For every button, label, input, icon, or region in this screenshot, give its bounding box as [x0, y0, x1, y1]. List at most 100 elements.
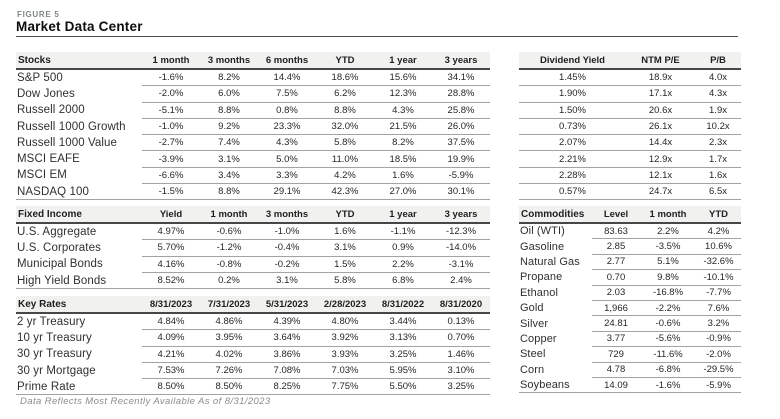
stocks-header-cell: 1 year [374, 52, 432, 70]
commodities-row-label: Soybeans [519, 377, 592, 394]
stocks-value-cell: 3.1% [200, 150, 258, 168]
stocks-header-cell: 3 months [200, 52, 258, 70]
fixed_income-value-cell: 8.52% [142, 272, 200, 290]
stocks-value-cell: 12.3% [374, 85, 432, 103]
stocks-header-cell: 6 months [258, 52, 316, 70]
stocks-header-cell: 3 years [432, 52, 490, 70]
stocks-row-label: Russell 1000 Growth [17, 120, 126, 133]
commodities-value-cell: -5.6% [640, 331, 696, 348]
commodities-value-cell: 1,966 [592, 300, 640, 317]
key_rates-value-cell: 3.44% [374, 313, 432, 331]
stocks-row: Russell 1000 Value -2.7% 7.4% 4.3% 5.8% 8.2% 3… [16, 134, 490, 152]
stocks-row-label: NASDAQ 100 [16, 183, 142, 201]
stocks-value-cell: 32.0% [316, 118, 374, 136]
key_rates-value-cell: 8.50% [142, 378, 200, 396]
stocks-value-cell: 4.3% [258, 134, 316, 152]
fixed_income-value-cell: 1.6% [316, 223, 374, 241]
commodities-row: Soybeans 14.09 -1.6% -5.9% [519, 377, 741, 394]
fixed_income-value-cell: 0.2% [200, 272, 258, 290]
key_rates-value-cell: 8.25% [258, 378, 316, 396]
fixed_income-row: U.S. Aggregate 4.97% -0.6% -1.0% 1.6% -1.1% -1… [16, 223, 490, 241]
valuation-header-cell: NTM P/E [626, 52, 695, 70]
commodities-row-label: Ethanol [520, 286, 559, 299]
valuation-value-cell: 2.07% [519, 134, 626, 152]
stocks-header-row: Stocks 1 month 3 months 6 months YTD 1 year 3 … [16, 52, 490, 70]
stocks-value-cell: -6.6% [142, 167, 200, 185]
stocks-value-cell: -2.7% [142, 134, 200, 152]
valuation-value-cell: 4.3x [695, 85, 741, 103]
valuation-row: 1.50% 20.6x 1.9x [519, 102, 741, 119]
stocks-value-cell: -1.5% [142, 183, 200, 201]
valuation-value-cell: 12.1x [626, 167, 695, 185]
fixed_income-header-cell: Fixed Income [16, 206, 142, 224]
key_rates-value-cell: 4.02% [200, 346, 258, 363]
commodities-value-cell: 9.8% [640, 269, 696, 286]
key_rates-value-cell: 5.95% [374, 362, 432, 380]
stocks-value-cell: -1.6% [142, 69, 200, 87]
stocks-value-cell: 26.0% [432, 118, 490, 136]
valuation-value-cell: 2.3x [695, 134, 741, 152]
fixed_income-value-cell: -14.0% [432, 239, 490, 257]
stocks-value-cell: -2.0% [142, 85, 200, 103]
commodities-row: Silver 24.81 -0.6% 3.2% [519, 315, 741, 332]
fixed_income-row-label: High Yield Bonds [16, 272, 142, 290]
commodities-row-label: Oil (WTI) [520, 225, 565, 238]
fixed_income-row-label: U.S. Corporates [17, 241, 101, 254]
key_rates-header-cell: 8/31/2023 [142, 296, 200, 314]
commodities-value-cell: -3.5% [640, 238, 696, 255]
commodities-value-cell: 2.2% [640, 223, 696, 240]
valuation-value-cell: 20.6x [626, 102, 695, 119]
fixed_income-value-cell: -1.2% [200, 239, 258, 257]
commodities-row: Gasoline 2.85 -3.5% 10.6% [519, 238, 741, 255]
valuation-value-cell: 1.6x [695, 167, 741, 185]
commodities-table: Commodities Level 1 month YTD Oil (WTI) 83.63… [519, 206, 741, 394]
key_rates-value-cell: 5.50% [374, 378, 432, 396]
key_rates-header-cell: 7/31/2023 [200, 296, 258, 314]
key_rates-value-cell: 3.95% [200, 329, 258, 347]
stocks-value-cell: 0.8% [258, 102, 316, 119]
fixed_income-header-cell: 3 months [258, 206, 316, 224]
fixed-income-table: Fixed Income Yield 1 month 3 months YTD 1 yea… [16, 206, 490, 290]
stocks-value-cell: 28.8% [432, 85, 490, 103]
key_rates-value-cell: 0.13% [432, 313, 490, 331]
fixed_income-value-cell: 0.9% [374, 239, 432, 257]
key_rates-value-cell: 7.75% [316, 378, 374, 396]
key_rates-row: 30 yr Mortgage 7.53% 7.26% 7.08% 7.03% 5.95% 3… [16, 362, 490, 380]
fixed_income-value-cell: -3.1% [432, 256, 490, 273]
commodities-row: Ethanol 2.03 -16.8% -7.7% [519, 285, 741, 301]
valuation-header-row: Dividend Yield NTM P/E P/B [519, 52, 741, 70]
fixed_income-value-cell: 4.16% [142, 256, 200, 273]
key_rates-row-label: 30 yr Mortgage [17, 364, 96, 377]
key_rates-value-cell: 4.84% [142, 313, 200, 331]
commodities-value-cell: 10.6% [696, 238, 741, 255]
commodities-row-label: Steel [520, 348, 546, 361]
stocks-value-cell: 6.2% [316, 85, 374, 103]
fixed_income-value-cell: 6.8% [374, 272, 432, 290]
fixed_income-value-cell: -0.2% [258, 256, 316, 273]
key_rates-value-cell: 4.09% [142, 329, 200, 347]
stocks-value-cell: -1.0% [142, 118, 200, 136]
stocks-row: Dow Jones -2.0% 6.0% 7.5% 6.2% 12.3% 28.8% [16, 85, 490, 103]
commodities-value-cell: -11.6% [640, 346, 696, 363]
commodities-row: Propane 0.70 9.8% -10.1% [519, 269, 741, 286]
stocks-value-cell: 18.6% [316, 69, 374, 87]
fixed_income-value-cell: 3.1% [258, 272, 316, 290]
commodities-value-cell: -5.9% [696, 377, 741, 394]
valuation-row: 1.90% 17.1x 4.3x [519, 85, 741, 103]
key_rates-header-cell: 5/31/2023 [258, 296, 316, 314]
key_rates-row-label: 10 yr Treasury [17, 331, 92, 344]
stocks-value-cell: 7.5% [258, 85, 316, 103]
key_rates-value-cell: 3.86% [258, 346, 316, 363]
valuation-value-cell: 1.90% [519, 85, 626, 103]
commodities-value-cell: 7.6% [696, 300, 741, 317]
stocks-value-cell: 8.2% [200, 69, 258, 87]
key_rates-header-cell: 2/28/2023 [316, 296, 374, 314]
commodities-row: Copper 3.77 -5.6% -0.9% [519, 331, 741, 348]
key_rates-value-cell: 1.46% [432, 346, 490, 363]
fixed_income-header-cell: 1 month [200, 206, 258, 224]
valuation-row: 0.57% 24.7x 6.5x [519, 183, 741, 201]
fixed_income-row: Municipal Bonds 4.16% -0.8% -0.2% 1.5% 2.2% -3… [16, 256, 490, 273]
key_rates-header-cell: 8/31/2020 [432, 296, 490, 314]
key_rates-value-cell: 3.13% [374, 329, 432, 347]
key_rates-row: 10 yr Treasury 4.09% 3.95% 3.64% 3.92% 3.13% 0… [16, 329, 490, 347]
